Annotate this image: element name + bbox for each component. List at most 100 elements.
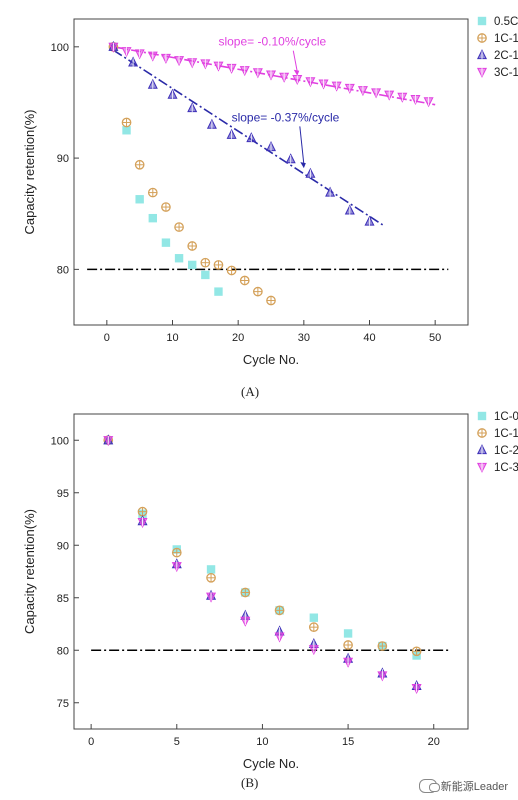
y-tick-label: 95 [57,488,69,500]
data-point [285,153,296,164]
data-point [206,592,217,603]
legend-marker [476,462,488,473]
series-0.5C-1C [109,42,223,296]
data-point [201,270,210,280]
data-point [318,79,329,90]
y-tick-label: 75 [57,698,69,710]
x-tick-label: 20 [232,332,244,344]
data-point [240,616,251,627]
legend-label: 1C-0.5C [494,411,518,423]
watermark-text: 新能源Leader [440,781,508,793]
data-point [200,257,211,268]
data-point [265,141,277,152]
data-point [274,632,285,643]
panel-label-b: (B) [241,775,259,790]
data-point [213,61,224,72]
data-point [122,126,131,135]
legend-label: 2C-1C [494,50,518,62]
data-point [147,51,158,62]
series-1C-1C [103,435,422,657]
x-tick-label: 50 [429,332,441,344]
data-point [214,287,223,296]
legend-label: 1C-1C [494,428,518,440]
data-point [344,204,355,215]
annotation-arrow [292,50,298,72]
data-point [343,657,354,668]
data-point [253,286,263,297]
annotation-arrow [299,126,305,165]
watermark: 新能源Leader [418,778,508,794]
data-point [187,241,198,251]
data-point [128,56,139,67]
data-point [188,260,197,270]
data-point [121,47,132,58]
panel-label-a: (A) [241,384,260,399]
data-point [309,613,319,622]
data-point [411,646,422,657]
data-point [344,83,355,94]
data-point [377,671,388,682]
data-point [357,86,368,97]
legend-label: 1C-1C [494,33,518,45]
data-point [161,238,171,247]
legend-marker [477,16,487,26]
data-point [174,55,185,67]
legend-marker [477,411,487,421]
data-point [137,506,148,517]
slope-annotation: slope= -0.10%/cycle [218,35,326,49]
x-tick-label: 10 [166,332,178,344]
data-point [384,90,395,101]
series-1C-2C [103,434,422,691]
data-point [206,572,216,583]
y-tick-label: 100 [51,42,69,54]
chart-a: 0 10 20 30 40 50 80 90 100 Cycle No. Capacity rete… [22,16,518,367]
data-point [239,275,250,286]
data-point [305,167,316,178]
x-tick-label: 15 [342,736,354,748]
data-point [343,640,353,650]
y-tick-label: 85 [57,593,69,605]
annotation-arrowhead [293,69,300,76]
data-point [331,81,342,92]
data-point [174,254,184,263]
data-point [252,68,263,79]
x-tick-label: 0 [104,332,110,344]
data-point [187,102,198,113]
legend: 0.5C-1C 1C-1C 2C-1C 3C-1C [476,16,518,79]
legend-label: 1C-2C [494,445,518,457]
legend-marker [476,67,488,78]
legend-marker [477,428,487,438]
x-tick-label: 40 [363,332,375,344]
slope-annotation: slope= -0.37%/cycle [232,110,340,124]
data-point [200,59,211,70]
y-tick-label: 80 [57,264,69,276]
data-point [423,97,434,108]
data-point [305,77,316,88]
data-point [410,94,421,106]
data-point [108,42,119,53]
data-point [121,117,132,128]
data-point [246,132,257,143]
plot-frame [73,413,469,730]
data-point [213,260,224,270]
data-point [167,88,178,99]
data-point [187,58,198,69]
legend-label: 1C-3C [494,462,518,474]
data-point [148,213,157,223]
series-3C-1C [108,42,434,108]
legend: 1C-0.5C 1C-1C 1C-2C 1C-3C [476,411,518,474]
data-point [308,622,319,633]
legend-marker [476,49,488,60]
data-point [265,70,277,81]
chart-b: 0 5 10 15 20 75 80 85 90 95 100 Cycle No. Capacity r… [22,411,518,771]
data-point [325,186,336,197]
x-tick-label: 30 [298,332,310,344]
legend-marker [476,444,488,455]
y-tick-label: 90 [57,540,69,552]
x-axis-label: Cycle No. [243,352,299,367]
data-point [308,645,319,656]
data-point [171,562,182,573]
data-point [174,222,184,232]
data-point [134,159,145,170]
